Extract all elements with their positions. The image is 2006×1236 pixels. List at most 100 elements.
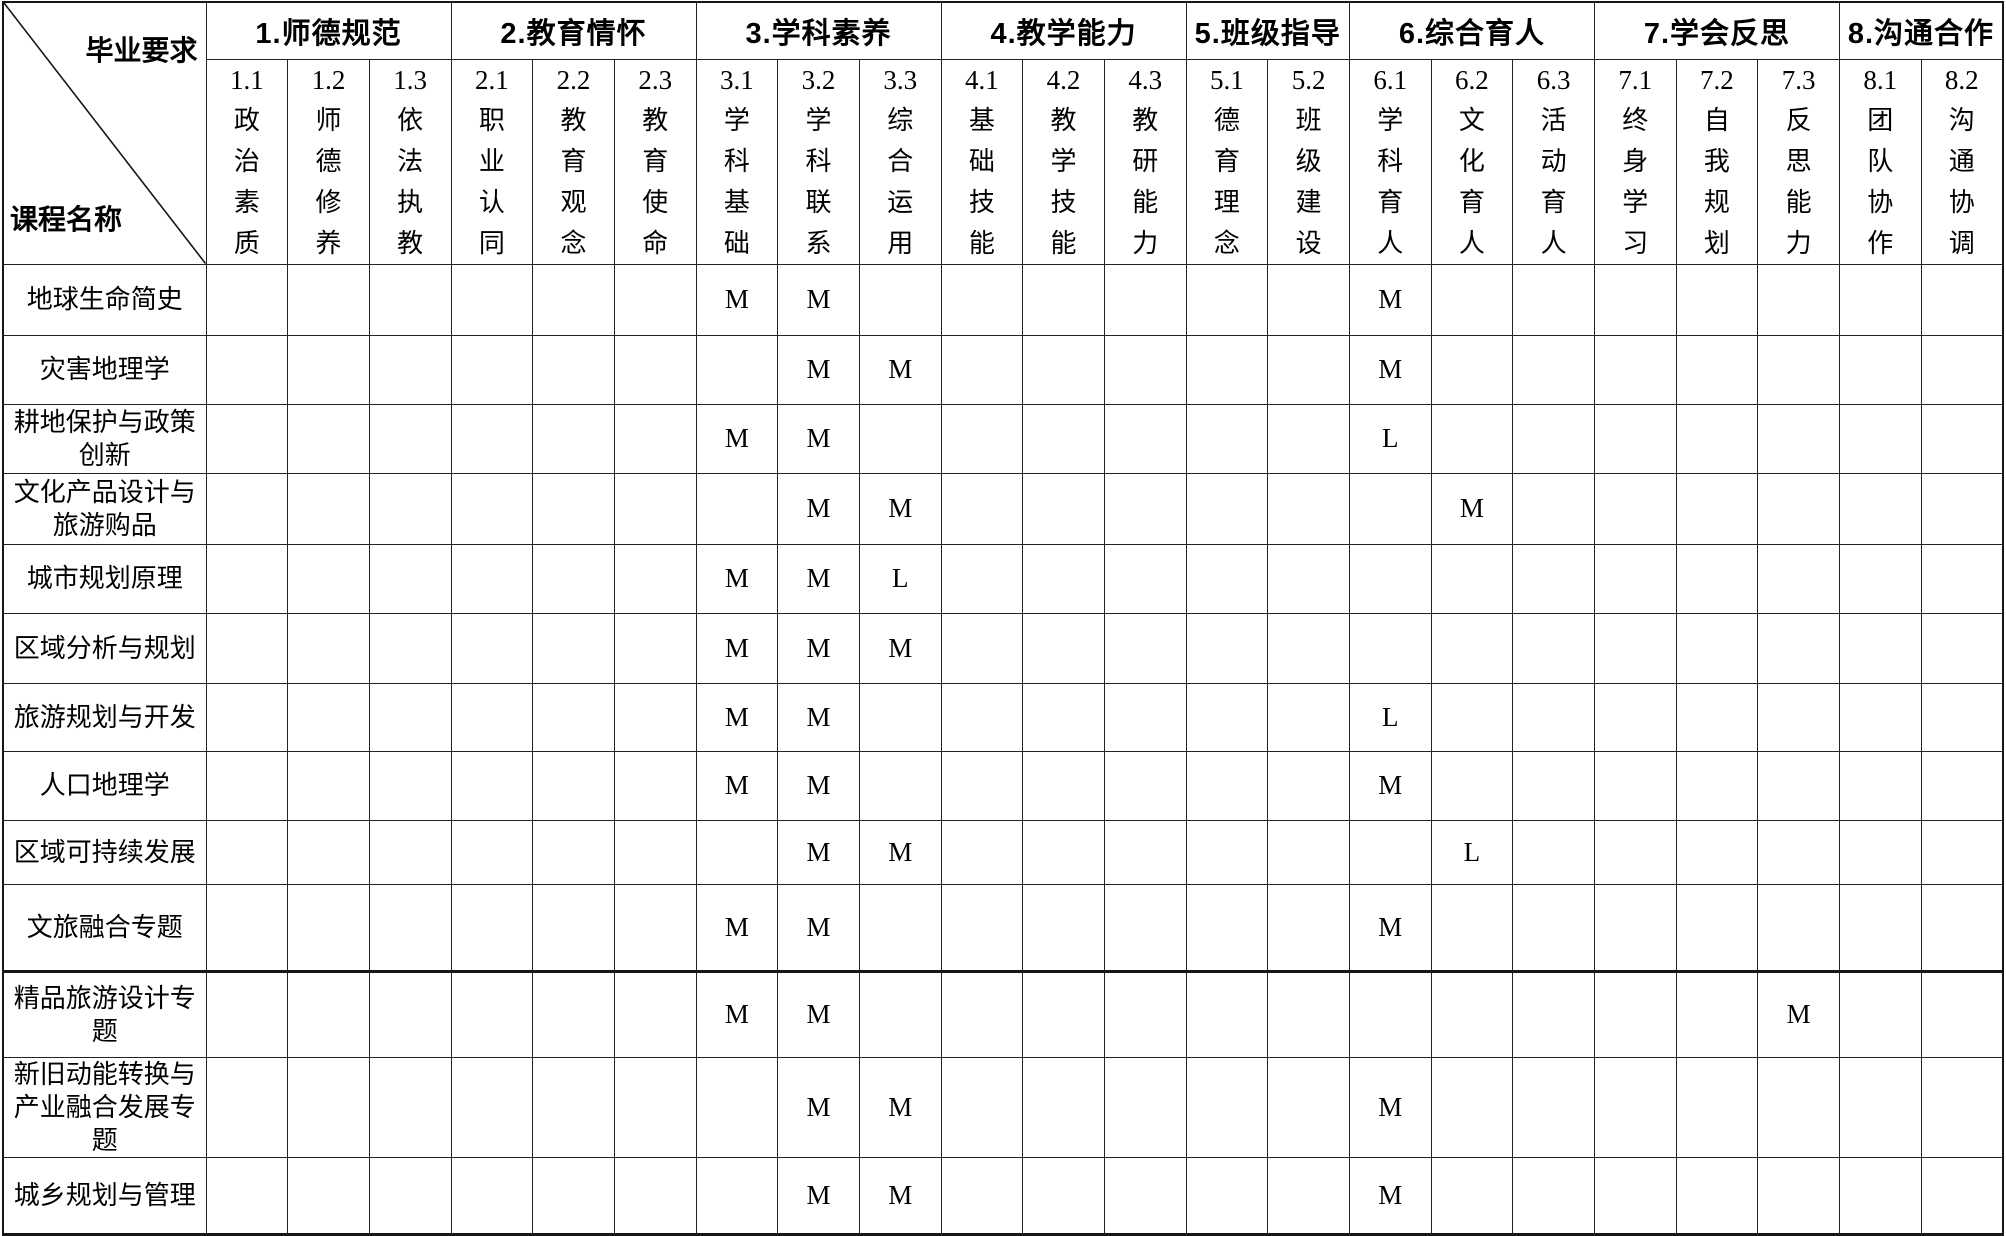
cell-6.1: L xyxy=(1348,403,1432,474)
cell-4.3 xyxy=(1103,543,1187,614)
cell-3.1: M xyxy=(695,750,779,821)
cell-7.2 xyxy=(1675,263,1759,336)
sub-label-line1: 综合 xyxy=(887,105,925,176)
sub-header-cell-8.2: 8.2 沟通 协调 xyxy=(1920,58,2004,265)
sub-label-line2: 修养 xyxy=(315,187,353,258)
cell-6.3 xyxy=(1512,263,1595,336)
cell-7.2 xyxy=(1675,682,1759,752)
cell-6.1: M xyxy=(1348,263,1432,336)
sub-label-line1: 学科 xyxy=(723,105,761,176)
sub-label-line1: 文化 xyxy=(1458,105,1496,176)
cell-7.2 xyxy=(1675,612,1759,684)
table-row: 区域可持续发展 M M L xyxy=(2,819,2004,885)
cell-5.1 xyxy=(1185,1156,1269,1236)
sub-code: 5.2 xyxy=(1291,64,1326,95)
cell-4.1 xyxy=(940,612,1024,684)
cell-7.3 xyxy=(1757,1056,1840,1158)
sub-label-line2: 能力 xyxy=(1785,187,1823,258)
cell-1.1 xyxy=(205,472,289,545)
sub-code: 2.3 xyxy=(638,64,673,95)
cell-3.2: M xyxy=(777,263,860,336)
cell-6.2 xyxy=(1430,1056,1514,1158)
cell-5.2 xyxy=(1267,1156,1350,1236)
cell-5.1 xyxy=(1185,472,1269,545)
cell-7.3 xyxy=(1757,682,1840,752)
sub-label-line1: 学科 xyxy=(1377,105,1415,176)
cell-1.3 xyxy=(368,883,452,972)
cell-3.1 xyxy=(695,1156,779,1236)
table-row: 文化产品设计与旅游购品 M M M xyxy=(2,472,2004,545)
cell-2.1 xyxy=(450,543,534,614)
cell-7.2 xyxy=(1675,1056,1759,1158)
course-name: 城市规划原理 xyxy=(2,543,207,614)
cell-8.2 xyxy=(1920,819,2004,885)
sub-code: 8.2 xyxy=(1944,64,1979,95)
cell-1.2 xyxy=(287,263,370,336)
cell-7.3 xyxy=(1757,472,1840,545)
cell-2.2 xyxy=(532,472,615,545)
cell-6.3 xyxy=(1512,883,1595,972)
cell-6.1 xyxy=(1348,543,1432,614)
cell-4.1 xyxy=(940,472,1024,545)
cell-4.2 xyxy=(1022,682,1105,752)
cell-1.2 xyxy=(287,883,370,972)
cell-2.2 xyxy=(532,612,615,684)
cell-7.2 xyxy=(1675,883,1759,972)
sub-code: 6.1 xyxy=(1373,64,1408,95)
cell-7.1 xyxy=(1593,403,1677,474)
cell-7.1 xyxy=(1593,1056,1677,1158)
cell-3.1: M xyxy=(695,543,779,614)
cell-2.2 xyxy=(532,969,615,1058)
sub-code: 2.2 xyxy=(556,64,591,95)
table-row: 耕地保护与政策创新 M M L xyxy=(2,403,2004,474)
cell-2.3 xyxy=(613,682,697,752)
group-header-cell: 4.教学能力 xyxy=(940,1,1187,60)
table-row: 人口地理学 M M M xyxy=(2,750,2004,821)
cell-4.1 xyxy=(940,750,1024,821)
sub-label-line1: 反思 xyxy=(1785,105,1823,176)
cell-1.1 xyxy=(205,543,289,614)
sub-label-line2: 规划 xyxy=(1703,187,1741,258)
table-row: 旅游规划与开发 M M L xyxy=(2,682,2004,752)
cell-3.3: M xyxy=(858,612,942,684)
cell-2.2 xyxy=(532,403,615,474)
cell-1.2 xyxy=(287,612,370,684)
course-name: 城乡规划与管理 xyxy=(2,1156,207,1236)
sub-code: 4.1 xyxy=(965,64,999,95)
sub-label-line1: 自我 xyxy=(1703,105,1741,176)
cell-4.2 xyxy=(1022,819,1105,885)
cell-3.3: M xyxy=(858,472,942,545)
group-header-row: 毕业要求 课程名称 1.师德规范 2.教育情怀 3.学科素养 4.教学能力 5.班级指导… xyxy=(2,1,2004,265)
sub-header-cell-2.3: 2.3 教育 使命 xyxy=(613,58,697,265)
cell-1.1 xyxy=(205,1056,289,1158)
cell-1.3 xyxy=(368,543,452,614)
cell-5.1 xyxy=(1185,403,1269,474)
cell-5.2 xyxy=(1267,819,1350,885)
cell-4.3 xyxy=(1103,819,1187,885)
cell-3.2: M xyxy=(777,969,860,1058)
cell-1.1 xyxy=(205,883,289,972)
sub-label-line1: 基础 xyxy=(968,105,1006,176)
sub-label-line2: 运用 xyxy=(887,187,925,258)
cell-4.2 xyxy=(1022,403,1105,474)
cell-2.3 xyxy=(613,819,697,885)
sub-code: 3.2 xyxy=(801,64,836,95)
cell-2.2 xyxy=(532,819,615,885)
cell-2.3 xyxy=(613,612,697,684)
cell-8.1 xyxy=(1838,682,1922,752)
sub-code: 1.2 xyxy=(311,64,346,95)
cell-7.2 xyxy=(1675,472,1759,545)
cell-7.3 xyxy=(1757,1156,1840,1236)
cell-3.1 xyxy=(695,1056,779,1158)
sub-label-line2: 能力 xyxy=(1132,187,1170,258)
course-name: 文化产品设计与旅游购品 xyxy=(2,472,207,545)
cell-1.2 xyxy=(287,1056,370,1158)
cell-4.1 xyxy=(940,543,1024,614)
cell-5.1 xyxy=(1185,883,1269,972)
group-header-cell: 2.教育情怀 xyxy=(450,1,697,60)
sub-label-line1: 职业 xyxy=(478,105,516,176)
sub-header-cell-7.2: 7.2 自我 规划 xyxy=(1675,58,1759,265)
cell-7.1 xyxy=(1593,1156,1677,1236)
table-row: 文旅融合专题 M M M xyxy=(2,883,2004,972)
